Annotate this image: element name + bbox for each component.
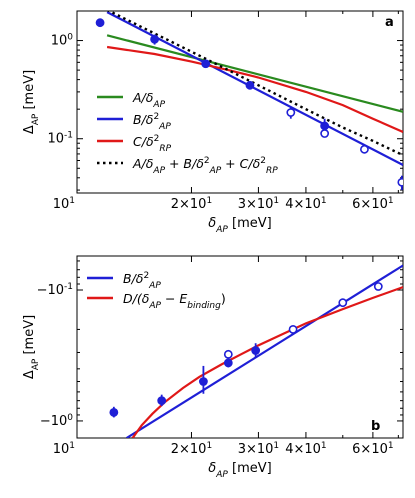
panel-label: a [385,15,394,30]
series-line-1 [126,264,403,438]
x-axis-label: δAP [meV] [208,216,271,235]
x-tick-label: 101 [53,441,75,457]
legend-label: A/δAP [132,90,166,110]
legend-label: A/δAP + B/δ2AP + C/δ2RP [132,156,278,176]
data-point-filled [95,18,105,28]
panel-label: b [371,419,380,434]
series-line-3 [106,45,403,134]
data-point-filled [201,59,211,69]
legend-label: C/δ2RP [133,134,172,154]
y-tick-label: 10-1 [47,131,73,147]
panel-b-chart: 101 2×101 3×101 4×101 6×101 −10-1 −100 δAP [meV… [22,255,404,480]
data-point-open [397,177,403,187]
data-point-open [288,325,298,334]
legend-label: B/δ2AP [133,112,171,132]
series-line-1 [106,34,403,113]
x-axis-label: δAP [meV] [208,461,271,480]
x-tick-label: 4×101 [285,196,326,212]
data-point-open [286,108,296,117]
data-point-filled [199,377,208,386]
x-tick-label: 6×101 [352,441,393,457]
data-point-filled [157,396,167,406]
x-tick-label: 6×101 [352,196,393,212]
data-point-open [320,129,330,138]
data-point-filled [320,121,330,131]
data-point-filled [251,346,261,355]
data-point-filled [109,407,119,417]
data-point-open [338,298,348,308]
series-line-2 [131,286,403,438]
data-point-filled [223,358,233,368]
x-tick-label: 101 [53,196,75,212]
plot-frame [76,255,404,439]
data-point-filled [245,80,255,90]
series-line-4 [106,11,403,157]
data-point-open [373,282,383,291]
x-tick-label: 2×101 [171,196,212,212]
data-point-open [360,144,369,154]
legend-label: B/δ2AP [123,271,161,291]
data-point-filled [150,34,160,44]
y-tick-label: −10-1 [37,282,73,298]
y-tick-label: 100 [51,33,74,49]
plot-frame [76,10,404,194]
x-tick-label: 3×101 [238,196,279,212]
y-axis-label: ΔAP [meV] [22,315,41,379]
x-tick-label: 2×101 [171,441,212,457]
y-axis-label: ΔAP [meV] [22,70,41,134]
y-tick-label: −100 [40,413,73,429]
panel-a-chart: 101 2×101 3×101 4×101 6×101 10-1 100 δAP [meV] Δ… [22,10,404,235]
x-tick-label: 4×101 [285,441,326,457]
data-point-open [223,349,233,359]
x-tick-label: 3×101 [238,441,279,457]
legend-label: D/(δAP − Ebinding) [123,291,226,311]
